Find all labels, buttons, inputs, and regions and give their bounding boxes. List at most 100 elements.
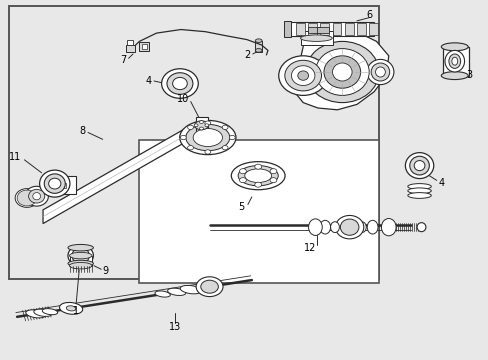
- Bar: [139, 42, 149, 51]
- Ellipse shape: [278, 56, 327, 95]
- Ellipse shape: [25, 186, 48, 206]
- Ellipse shape: [26, 310, 46, 318]
- Text: 6: 6: [366, 10, 371, 21]
- Ellipse shape: [335, 215, 363, 239]
- Circle shape: [222, 145, 227, 150]
- Ellipse shape: [17, 190, 37, 206]
- Bar: [307, 23, 316, 35]
- Circle shape: [199, 127, 203, 130]
- Ellipse shape: [413, 161, 424, 171]
- Ellipse shape: [42, 309, 58, 315]
- Bar: [295, 23, 304, 35]
- Polygon shape: [293, 26, 388, 110]
- Ellipse shape: [366, 220, 377, 234]
- Circle shape: [180, 135, 186, 140]
- Ellipse shape: [305, 41, 378, 103]
- Ellipse shape: [44, 174, 65, 193]
- Ellipse shape: [441, 72, 468, 80]
- Ellipse shape: [155, 291, 170, 297]
- Bar: [59, 183, 65, 188]
- Bar: [54, 176, 76, 194]
- Text: 7: 7: [120, 55, 126, 65]
- Ellipse shape: [407, 193, 430, 198]
- Bar: [300, 31, 332, 45]
- Circle shape: [239, 168, 246, 174]
- Circle shape: [269, 168, 276, 174]
- Circle shape: [239, 178, 246, 183]
- Circle shape: [204, 150, 210, 154]
- Ellipse shape: [172, 77, 187, 90]
- Bar: [139, 140, 378, 283]
- Bar: [332, 23, 341, 35]
- Ellipse shape: [72, 248, 89, 263]
- Ellipse shape: [201, 280, 218, 293]
- Circle shape: [204, 124, 208, 127]
- Ellipse shape: [300, 35, 332, 41]
- Ellipse shape: [68, 245, 93, 266]
- Circle shape: [194, 124, 198, 127]
- Bar: [195, 117, 207, 133]
- Ellipse shape: [441, 43, 468, 51]
- Bar: [285, 22, 373, 36]
- Ellipse shape: [33, 193, 41, 200]
- Ellipse shape: [409, 156, 428, 175]
- Text: 1: 1: [73, 306, 79, 316]
- Ellipse shape: [255, 49, 262, 52]
- Ellipse shape: [308, 219, 322, 235]
- Bar: [142, 44, 146, 49]
- Bar: [127, 40, 133, 45]
- Ellipse shape: [315, 49, 368, 95]
- Polygon shape: [43, 118, 203, 224]
- Text: 3: 3: [465, 69, 471, 80]
- Bar: [368, 23, 377, 35]
- Ellipse shape: [179, 121, 236, 155]
- Bar: [344, 23, 353, 35]
- Ellipse shape: [161, 69, 198, 98]
- Ellipse shape: [194, 121, 208, 130]
- Ellipse shape: [48, 178, 61, 189]
- Bar: [356, 23, 365, 35]
- Ellipse shape: [66, 306, 76, 311]
- Ellipse shape: [193, 129, 222, 147]
- Bar: [320, 23, 328, 35]
- Bar: [283, 21, 290, 37]
- Text: 10: 10: [177, 94, 189, 104]
- Bar: [307, 27, 320, 33]
- Circle shape: [269, 178, 276, 183]
- Ellipse shape: [407, 184, 430, 189]
- Ellipse shape: [166, 73, 192, 94]
- Ellipse shape: [448, 54, 460, 68]
- Ellipse shape: [60, 302, 82, 314]
- Ellipse shape: [196, 277, 223, 297]
- Text: 8: 8: [79, 126, 85, 136]
- Bar: [316, 27, 328, 33]
- Bar: [255, 41, 262, 52]
- Ellipse shape: [407, 188, 430, 194]
- Ellipse shape: [40, 170, 70, 197]
- Ellipse shape: [244, 169, 271, 183]
- Ellipse shape: [255, 39, 262, 42]
- Ellipse shape: [330, 222, 339, 233]
- Ellipse shape: [34, 309, 52, 316]
- Ellipse shape: [15, 189, 39, 207]
- Ellipse shape: [28, 189, 45, 203]
- Text: 5: 5: [238, 202, 244, 212]
- Ellipse shape: [69, 252, 92, 259]
- Circle shape: [222, 125, 227, 130]
- Ellipse shape: [69, 262, 92, 269]
- Text: 13: 13: [168, 321, 181, 332]
- Ellipse shape: [323, 56, 360, 88]
- Bar: [442, 47, 468, 76]
- Bar: [126, 45, 135, 52]
- Ellipse shape: [284, 60, 321, 91]
- Text: 9: 9: [102, 266, 109, 276]
- Circle shape: [187, 145, 193, 150]
- Ellipse shape: [238, 166, 278, 186]
- Ellipse shape: [381, 219, 395, 236]
- Ellipse shape: [357, 222, 366, 233]
- Ellipse shape: [68, 244, 93, 251]
- Ellipse shape: [366, 59, 393, 85]
- Ellipse shape: [185, 125, 229, 151]
- Circle shape: [199, 121, 203, 123]
- Text: 2: 2: [244, 50, 250, 60]
